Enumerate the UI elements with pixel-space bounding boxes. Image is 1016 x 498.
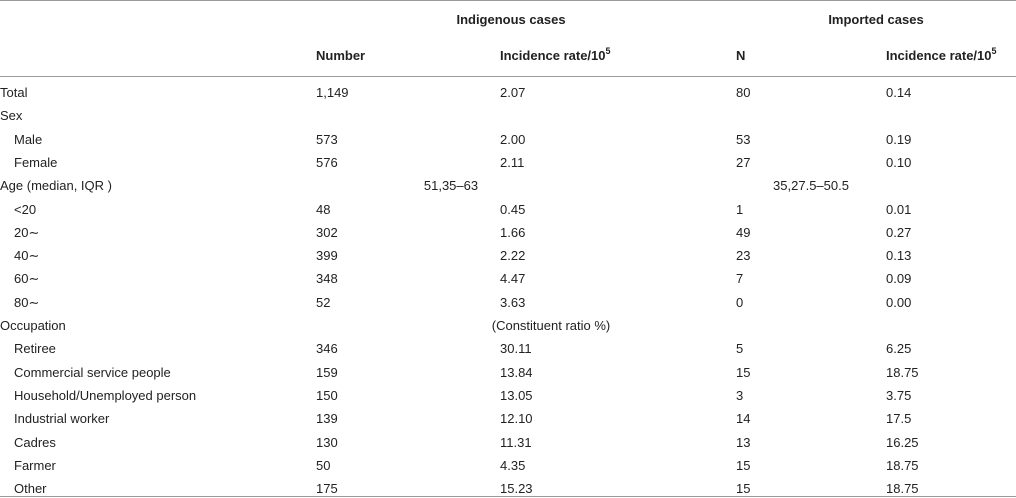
table-cell-c1: 52 [316,295,331,310]
table-cell-c2: 2.00 [500,132,526,147]
top-rule [0,0,1016,1]
row-label: Farmer [14,458,56,473]
table-cell-c2: 1.66 [500,225,526,240]
header-number: Number [316,48,366,63]
table-cell-c1: 576 [316,155,338,170]
table-cell-c4: 0.01 [886,202,912,217]
table-cell-c2: 2.11 [500,155,525,170]
header-rule [0,76,1016,77]
row-label: Total [0,85,28,100]
table-cell-c2: 15.23 [500,481,533,496]
row-note: (Constituent ratio %) [491,318,611,333]
table-cell-c1: 573 [316,132,338,147]
table-cell-c2: 3.63 [500,295,526,310]
row-label: <20 [14,202,37,217]
row-label: Age (median, IQR ) [0,178,112,193]
row-label: Industrial worker [14,411,110,426]
table-cell-c3: 27 [736,155,751,170]
table-cell-c1: 130 [316,435,338,450]
table-cell-c3: 15 [736,365,751,380]
table-cell-c3: 0 [736,295,744,310]
table-cell-c2: 13.84 [500,365,533,380]
row-label: Occupation [0,318,66,333]
table-cell-c1: 302 [316,225,338,240]
table-cell-c4: 18.75 [886,365,919,380]
row-label: 80∼ [14,295,40,310]
header-incidence-rate: Incidence rate/105 [500,45,611,63]
table-cell-c3: 5 [736,341,744,356]
table-cell-c2: 2.22 [500,248,526,263]
row-span-indigenous: 51,35–63 [423,178,479,193]
table-cell-c1: 50 [316,458,331,473]
table-cell-c4: 0.00 [886,295,912,310]
bottom-rule [0,496,1016,497]
table-cell-c3: 15 [736,458,751,473]
table-cell-c4: 17.5 [886,411,912,426]
table-cell-c4: 18.75 [886,481,919,496]
row-label: Retiree [14,341,56,356]
table-cell-c1: 348 [316,271,338,286]
table-cell-c4: 0.19 [886,132,912,147]
table-cell-c3: 1 [736,202,744,217]
table-cell-c3: 7 [736,271,744,286]
table-cell-c2: 2.07 [500,85,526,100]
row-label: Cadres [14,435,56,450]
table-cell-c4: 16.25 [886,435,919,450]
table-cell-c2: 0.45 [500,202,526,217]
row-label: 40∼ [14,248,40,263]
table-cell-c1: 48 [316,202,331,217]
table-cell-c3: 15 [736,481,751,496]
header-rate-superscript: 5 [605,45,611,56]
row-span-imported: 35,27.5–50.5 [773,178,849,193]
table-cell-c2: 11.31 [500,435,532,450]
table-cell-c4: 0.14 [886,85,912,100]
table-cell-c2: 12.10 [500,411,533,426]
row-label: Sex [0,108,23,123]
table-cell-c4: 3.75 [886,388,912,403]
table-cell-c3: 13 [736,435,751,450]
row-label: Female [14,155,58,170]
table-cell-c3: 80 [736,85,751,100]
table-cell-c1: 1,149 [316,85,349,100]
header-imported-cases: Imported cases [828,12,924,27]
table-cell-c3: 3 [736,388,744,403]
table-cell-c1: 175 [316,481,338,496]
table-cell-c3: 49 [736,225,751,240]
table-cell-c4: 6.25 [886,341,912,356]
row-label: Male [14,132,43,147]
row-label: 20∼ [14,225,40,240]
table-cell-c4: 0.09 [886,271,912,286]
table-cell-c2: 4.35 [500,458,526,473]
table-cell-c1: 150 [316,388,338,403]
table-cell-c3: 14 [736,411,751,426]
table-cell-c1: 159 [316,365,338,380]
table-cell-c4: 18.75 [886,458,919,473]
header-indigenous-cases: Indigenous cases [456,12,566,27]
table-cell-c2: 30.11 [500,341,532,356]
header-incidence-rate-imported: Incidence rate/105 [886,45,997,63]
table-cell-c2: 13.05 [500,388,533,403]
table-cell-c1: 346 [316,341,338,356]
table-cell-c1: 139 [316,411,338,426]
table-cell-c1: 399 [316,248,338,263]
header-n: N [736,48,746,63]
row-label: Household/Unemployed person [14,388,197,403]
table-cell-c3: 23 [736,248,751,263]
table-cell-c4: 0.27 [886,225,912,240]
row-label: Other [14,481,47,496]
table-cell-c2: 4.47 [500,271,526,286]
row-label: Commercial service people [14,365,171,380]
header-rate2-superscript: 5 [991,45,997,56]
row-label: 60∼ [14,271,40,286]
table-cell-c3: 53 [736,132,751,147]
table-cell-c4: 0.13 [886,248,912,263]
table-cell-c4: 0.10 [886,155,912,170]
